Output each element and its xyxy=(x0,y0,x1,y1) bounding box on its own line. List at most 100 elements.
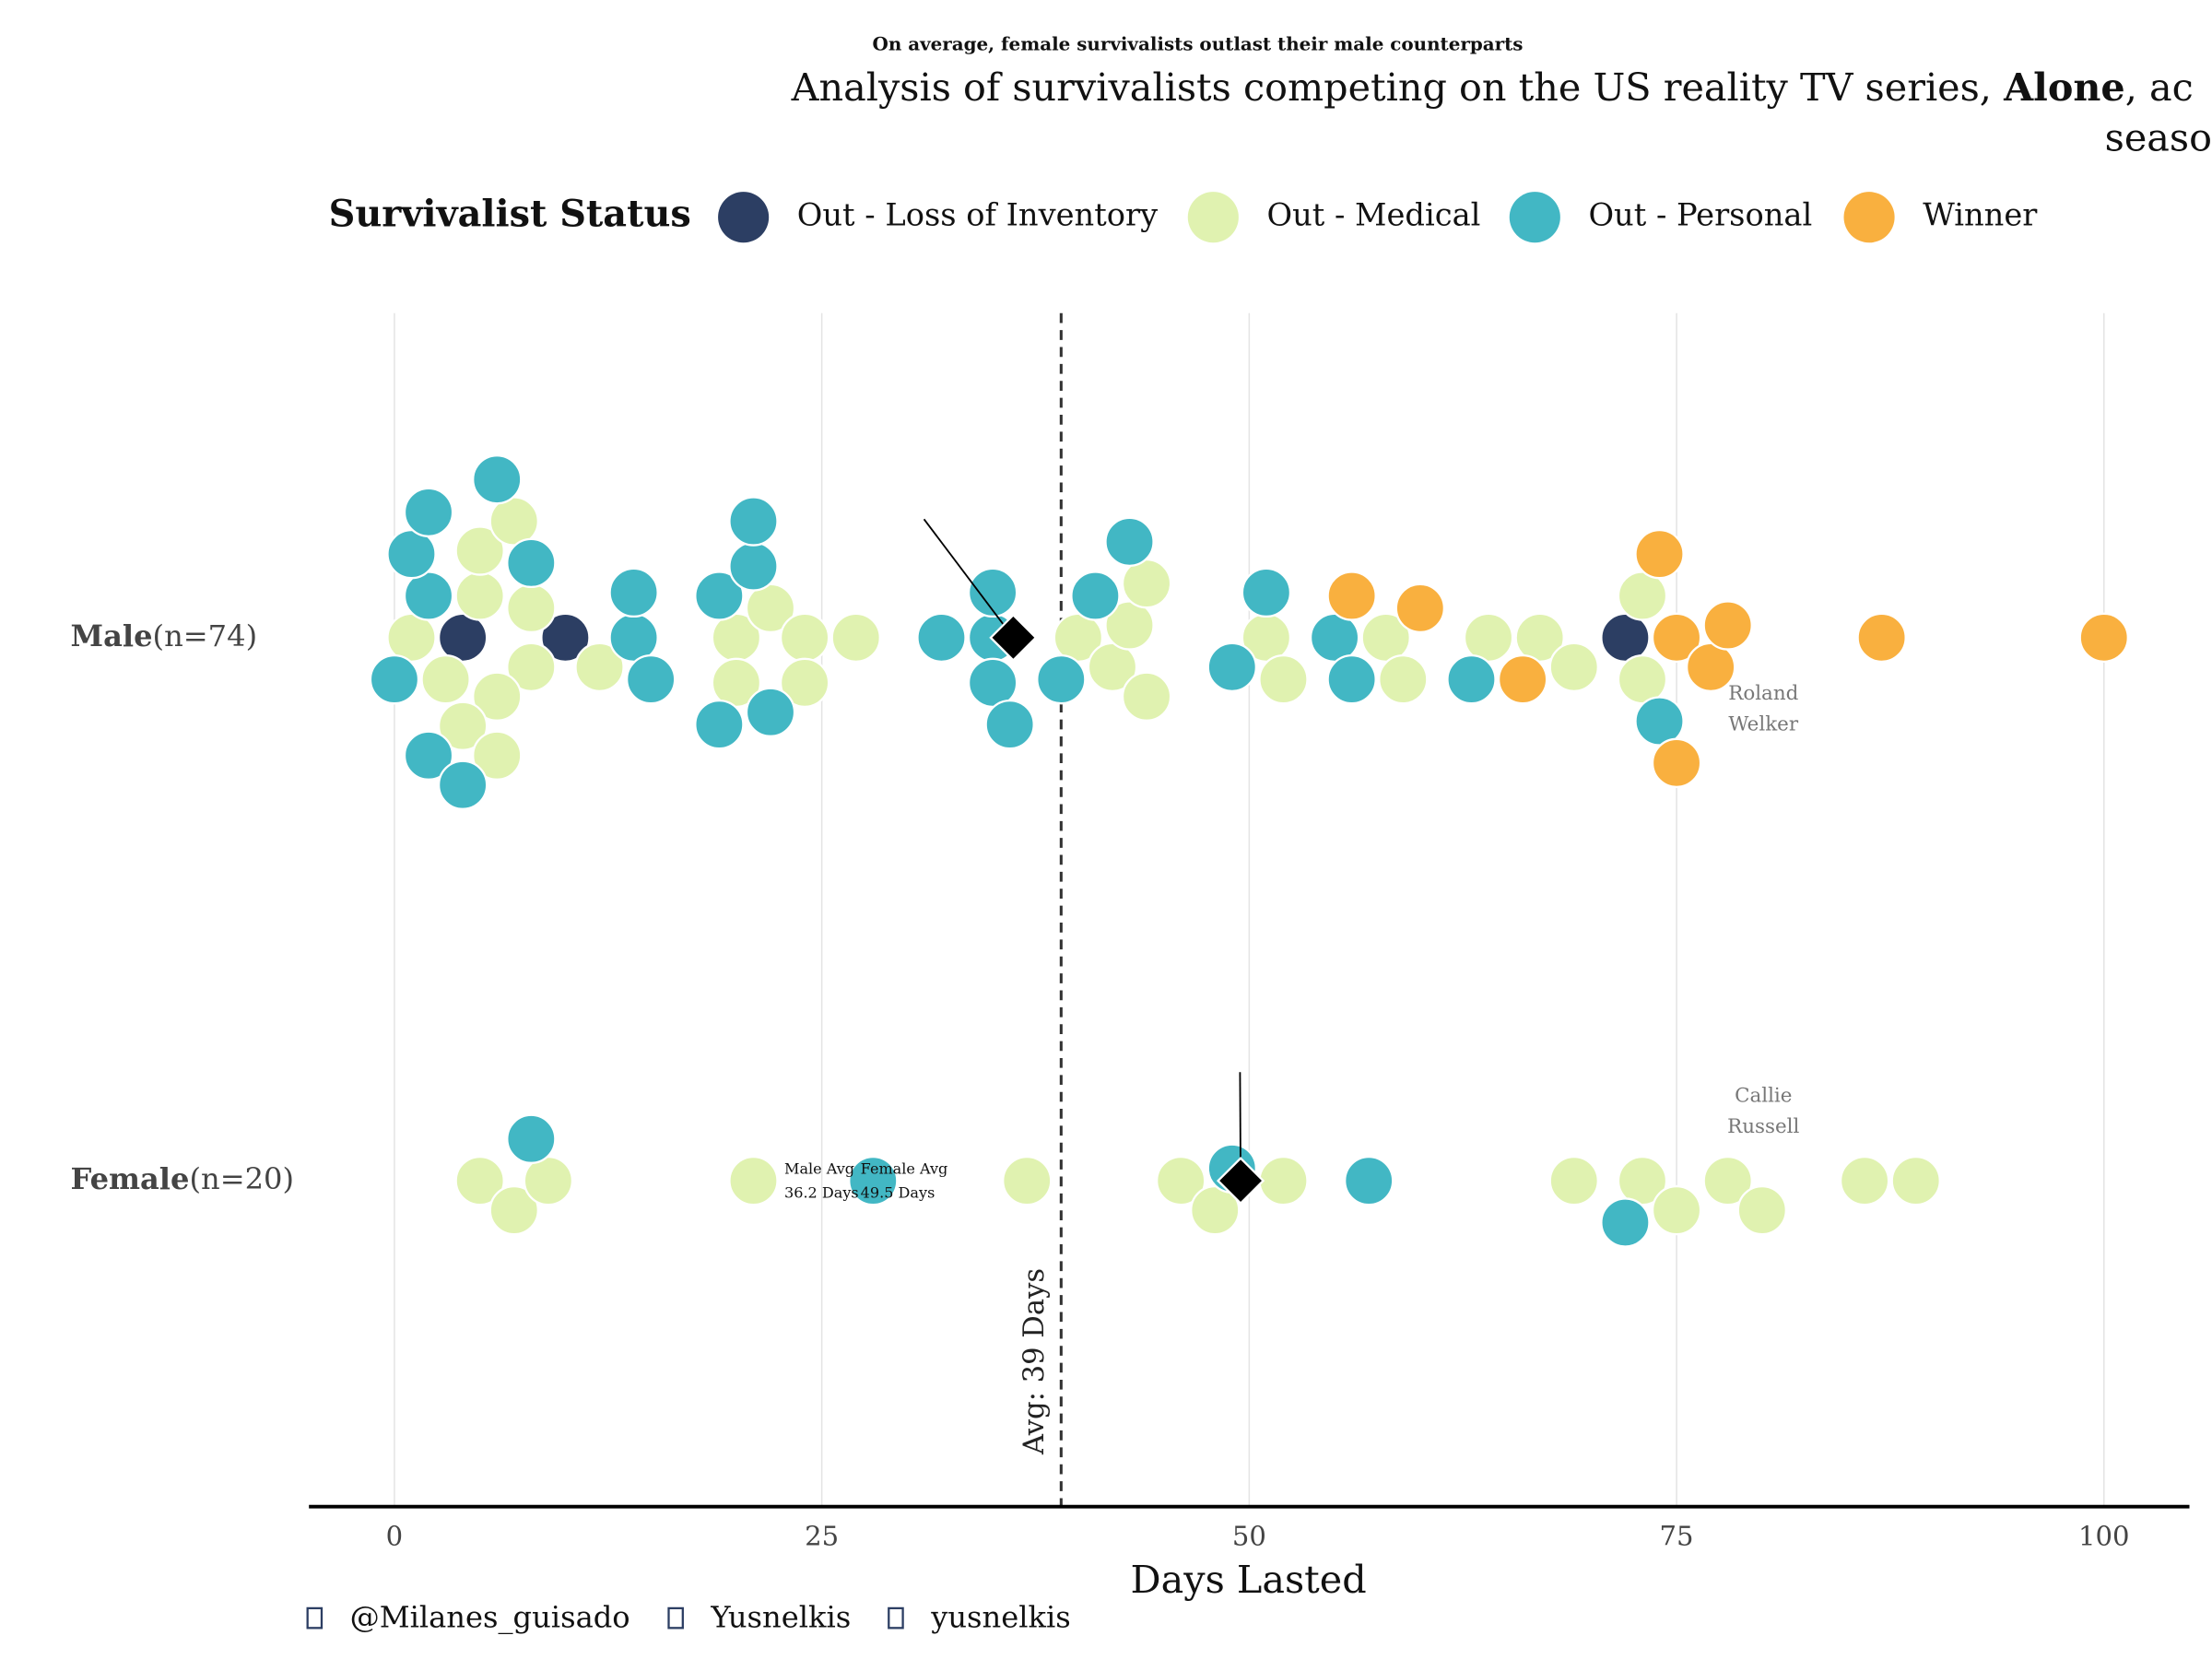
point xyxy=(506,537,557,589)
point xyxy=(506,641,557,692)
footer-handle: Yusnelkis xyxy=(710,1600,851,1635)
group-name: Male xyxy=(71,618,153,653)
legend: Out - Loss of Inventory Out - Medical Out … xyxy=(718,192,2038,243)
annotation: Callie xyxy=(1735,1084,1792,1107)
point xyxy=(540,612,591,664)
point xyxy=(1326,654,1377,705)
title-part: , ac xyxy=(2125,65,2194,109)
point xyxy=(1634,529,1685,580)
point xyxy=(437,700,488,751)
point xyxy=(916,612,967,664)
point xyxy=(1446,654,1497,705)
point xyxy=(967,567,1018,618)
point xyxy=(1258,1155,1309,1206)
overall-mean-label: Avg: 39 Days xyxy=(1018,1268,1051,1455)
point xyxy=(454,1155,505,1206)
point xyxy=(2078,612,2129,664)
point xyxy=(1890,1155,1941,1206)
mean-label: 36.2 Days xyxy=(784,1183,859,1201)
point xyxy=(694,699,745,750)
point xyxy=(472,730,523,781)
point xyxy=(728,1155,779,1206)
point xyxy=(1002,1155,1053,1206)
x-tick-label: 100 xyxy=(2078,1520,2130,1551)
mean-label: Male Avg xyxy=(784,1159,854,1177)
mean-diamond xyxy=(1216,1157,1265,1206)
icon xyxy=(888,1606,904,1630)
group-name: Female xyxy=(71,1161,190,1196)
point xyxy=(728,541,779,592)
legend-label: Out - Loss of Inventory xyxy=(797,197,1158,233)
mean-diamond xyxy=(989,613,1038,662)
title-part: Alone xyxy=(2003,64,2125,109)
point xyxy=(454,525,505,576)
x-tick-label: 25 xyxy=(805,1520,839,1551)
point xyxy=(608,567,659,618)
point xyxy=(830,612,881,664)
point xyxy=(403,730,454,781)
annotation: Welker xyxy=(1728,713,1798,736)
icon xyxy=(667,1606,684,1630)
point xyxy=(745,687,796,737)
x-tick-label: 50 xyxy=(1232,1520,1266,1551)
point xyxy=(437,759,488,810)
point xyxy=(1651,612,1702,664)
chart-title: Analysis of survivalists competing on th… xyxy=(791,64,2194,109)
point xyxy=(1548,1155,1599,1206)
point xyxy=(369,654,420,705)
legend-label: Out - Medical xyxy=(1266,197,1480,233)
point xyxy=(626,654,677,705)
title-part: Analysis of survivalists competing on th… xyxy=(791,65,2004,109)
point xyxy=(779,657,830,708)
legend-swatch xyxy=(1843,192,1895,243)
point xyxy=(1702,1155,1753,1206)
x-axis-title: Days Lasted xyxy=(1130,1558,1366,1602)
point xyxy=(1344,1155,1394,1206)
point xyxy=(1326,571,1377,621)
point xyxy=(1378,654,1429,705)
annotation: Roland xyxy=(1728,682,1798,705)
chart-title-line: seaso xyxy=(2105,116,2212,160)
point xyxy=(1241,567,1292,618)
chart-subtitle: On average, female survivalists outlast … xyxy=(873,32,1524,54)
point xyxy=(848,1155,899,1206)
point xyxy=(694,571,745,621)
point xyxy=(984,699,1035,750)
point xyxy=(779,612,830,664)
point xyxy=(1497,654,1548,705)
group-label: Female(n=20) xyxy=(71,1161,295,1196)
legend-title: Survivalist Status xyxy=(329,194,691,236)
group-label: Male(n=74) xyxy=(71,618,258,653)
point xyxy=(472,671,523,722)
annotation: Russell xyxy=(1727,1115,1799,1138)
group-count: (n=74) xyxy=(153,618,258,653)
point xyxy=(472,454,523,505)
point xyxy=(506,582,557,634)
legend-label: Winner xyxy=(1923,197,2038,233)
point xyxy=(1104,516,1155,567)
icon xyxy=(306,1606,324,1630)
x-tick-label: 75 xyxy=(1660,1520,1694,1551)
point xyxy=(574,641,625,692)
legend-swatch xyxy=(1509,192,1560,243)
point xyxy=(1600,1197,1651,1248)
point xyxy=(1702,600,1753,651)
footer-handle: @Milanes_guisado xyxy=(350,1600,630,1635)
point xyxy=(403,487,454,538)
point xyxy=(1070,571,1121,621)
point xyxy=(1155,1155,1206,1206)
point xyxy=(1651,1184,1702,1236)
mean-label: Female Avg xyxy=(861,1159,948,1177)
group-count: (n=20) xyxy=(189,1161,294,1196)
point xyxy=(728,496,779,547)
point xyxy=(1394,582,1446,634)
mean-leader xyxy=(923,518,1015,639)
point xyxy=(1206,641,1257,692)
footer-handle: yusnelkis xyxy=(930,1600,1071,1635)
point xyxy=(1121,671,1172,722)
point xyxy=(1258,654,1309,705)
legend-swatch xyxy=(718,192,770,243)
